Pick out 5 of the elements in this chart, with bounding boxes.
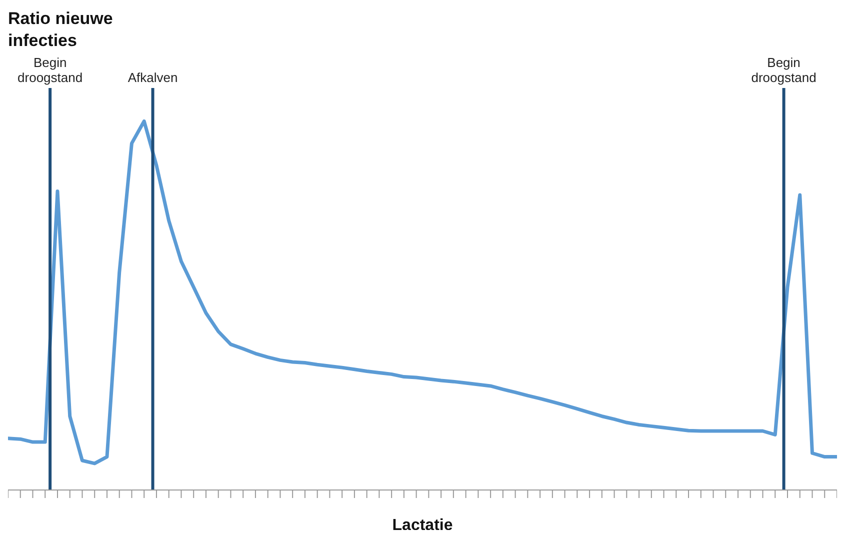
y-axis-title: Ratio nieuwe infecties <box>8 8 114 52</box>
text: Begin droogstand <box>18 55 83 85</box>
x-axis-title: Lactatie <box>392 517 453 534</box>
text: Begin droogstand <box>751 55 816 85</box>
text: Afkalven <box>128 70 178 85</box>
